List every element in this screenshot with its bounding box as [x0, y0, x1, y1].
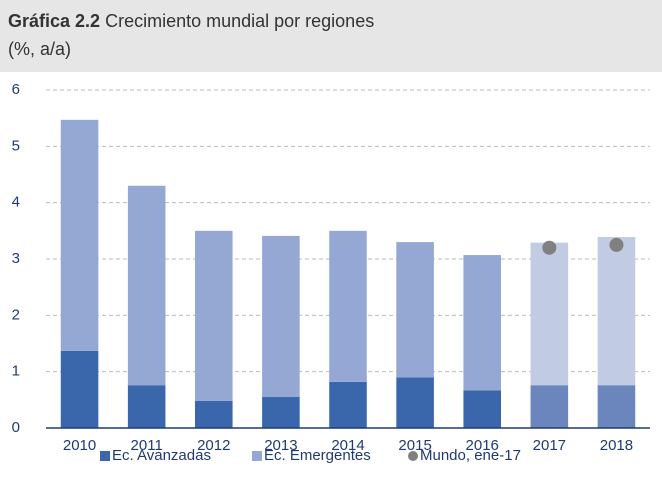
bar-segment — [530, 385, 569, 428]
bar-segment — [396, 242, 434, 378]
x-tick-label: 2011 — [131, 437, 163, 454]
x-tick-label: 2010 — [63, 437, 96, 454]
y-tick-label: 1 — [12, 363, 20, 380]
y-tick-label: 6 — [12, 81, 20, 98]
bar-segment — [262, 235, 300, 398]
point — [542, 240, 557, 255]
bar-segment — [396, 377, 434, 428]
bar-segment — [463, 255, 502, 391]
bar-segment — [262, 397, 300, 428]
x-tick-label: 2016 — [466, 437, 499, 454]
bar-segment — [194, 230, 233, 401]
legend-label: Ec. Emergentes — [264, 447, 371, 464]
x-tick-label: 2012 — [197, 437, 230, 454]
bar-segment — [60, 119, 99, 351]
x-tick-label: 2017 — [533, 437, 566, 454]
x-tick-label: 2014 — [331, 437, 364, 454]
y-tick-label: 4 — [12, 194, 20, 211]
bar-segment — [597, 237, 636, 386]
y-tick-label: 2 — [12, 306, 20, 323]
bar-segment — [597, 385, 636, 428]
title-text: Crecimiento mundial por regiones — [105, 11, 374, 31]
x-tick-label: 2013 — [264, 437, 297, 454]
bar-segment — [463, 390, 502, 428]
bar-segment — [329, 230, 367, 382]
y-tick-label: 5 — [12, 137, 20, 154]
point — [609, 237, 624, 252]
bar-segment — [530, 242, 569, 386]
bar-segment — [194, 400, 233, 428]
chart-title: Gráfica 2.2 Crecimiento mundial por regi… — [8, 11, 374, 31]
bar-segment — [127, 185, 166, 386]
x-tick-label: 2015 — [398, 437, 431, 454]
legend-label: Ec. Avanzadas — [112, 447, 211, 464]
y-tick-label: 0 — [12, 419, 20, 436]
bar-segment — [127, 385, 166, 428]
header-background — [0, 0, 662, 72]
legend-label: Mundo, ene-17 — [420, 447, 521, 464]
y-tick-label: 3 — [12, 250, 20, 267]
legend-swatch — [408, 451, 418, 461]
bar-segment — [329, 381, 367, 428]
bar-segment — [60, 350, 99, 428]
title-prefix: Gráfica 2.2 — [8, 11, 100, 31]
chart-subtitle: (%, a/a) — [8, 39, 71, 59]
x-tick-label: 2018 — [600, 437, 633, 454]
legend-swatch — [252, 451, 262, 461]
legend-swatch — [100, 451, 110, 461]
